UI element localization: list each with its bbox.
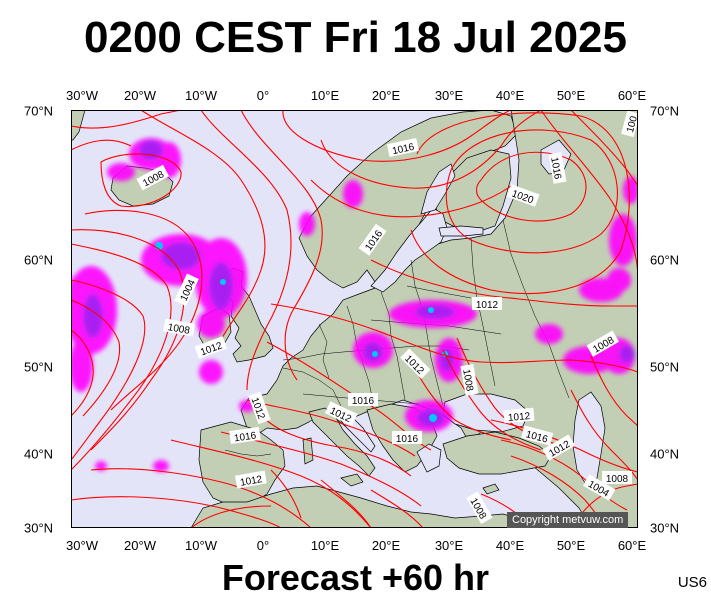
isobars	[71, 110, 638, 528]
isobar-label: 1016	[391, 142, 415, 157]
map-frame	[71, 110, 638, 528]
cyprus	[482, 483, 500, 495]
lon-tick-bottom: 20°W	[124, 538, 156, 553]
isobar-label: 1016	[233, 430, 257, 444]
lat-tick-right: 50°N	[650, 359, 680, 375]
lon-tick-bottom: 60°E	[617, 538, 647, 553]
north-africa	[190, 485, 538, 528]
forecast-hour-label: Forecast +60 hr	[221, 557, 490, 598]
isobar-label: 1016	[352, 396, 375, 407]
lon-tick-top: 10°W	[185, 88, 217, 103]
isobar-label: 100	[625, 114, 638, 133]
lon-tick-top: 40°E	[495, 88, 525, 103]
isobar-label: 1008	[167, 322, 191, 337]
lat-tick-left: 70°N	[24, 103, 54, 119]
lat-tick-left: 40°N	[24, 446, 54, 462]
lon-tick-top: 20°W	[124, 88, 156, 103]
sicily	[340, 473, 364, 487]
gulf-of-bothnia	[420, 163, 456, 215]
lon-tick-bottom: 0°	[256, 538, 270, 553]
isobar-label: 1012	[476, 300, 499, 311]
greenland	[71, 110, 86, 141]
lat-tick-left: 50°N	[24, 359, 54, 375]
lon-tick-top: 0°	[256, 88, 270, 103]
aegean-sea	[416, 443, 442, 473]
gulf-of-finland	[438, 225, 484, 237]
lat-tick-right: 40°N	[650, 446, 680, 462]
lat-tick-left: 60°N	[24, 252, 54, 268]
lon-tick-bottom: 10°E	[310, 538, 340, 553]
caspian-sea	[572, 391, 606, 487]
lat-tick-right: 30°N	[650, 520, 680, 536]
lat-tick-left: 30°N	[24, 520, 54, 536]
lon-tick-bottom: 30°E	[434, 538, 464, 553]
isobar-label: 1008	[606, 474, 629, 485]
lon-tick-top: 10°E	[310, 88, 340, 103]
lon-tick-bottom: 40°E	[495, 538, 525, 553]
isobar-label: 1008	[460, 368, 475, 392]
map-title: 0200 CEST Fri 18 Jul 2025	[84, 13, 627, 62]
lon-tick-top: 60°E	[617, 88, 647, 103]
isobar-label: 1016	[396, 434, 419, 445]
isobar-label: 1012	[508, 411, 532, 424]
model-code: US6	[677, 574, 707, 591]
sardinia	[302, 437, 314, 465]
isobar-label: 1012	[239, 474, 263, 489]
isobar-label: 1016	[548, 156, 563, 180]
lon-tick-bottom: 20°E	[371, 538, 401, 553]
lat-tick-right: 60°N	[650, 252, 680, 268]
lon-tick-top: 50°E	[556, 88, 586, 103]
lon-tick-bottom: 10°W	[185, 538, 217, 553]
lon-tick-top: 30°W	[66, 88, 98, 103]
lon-tick-top: 30°E	[434, 88, 464, 103]
lon-tick-bottom: 30°W	[66, 538, 98, 553]
lon-tick-bottom: 50°E	[556, 538, 586, 553]
turkey	[442, 431, 552, 475]
lat-tick-right: 70°N	[650, 103, 680, 119]
copyright-notice: Copyright metvuw.com	[507, 512, 629, 528]
lon-tick-top: 20°E	[371, 88, 401, 103]
inland-seas	[336, 139, 606, 487]
forecast-map: 1016 1008 1016 1020 1016 1004 1008 1012 …	[71, 110, 638, 528]
